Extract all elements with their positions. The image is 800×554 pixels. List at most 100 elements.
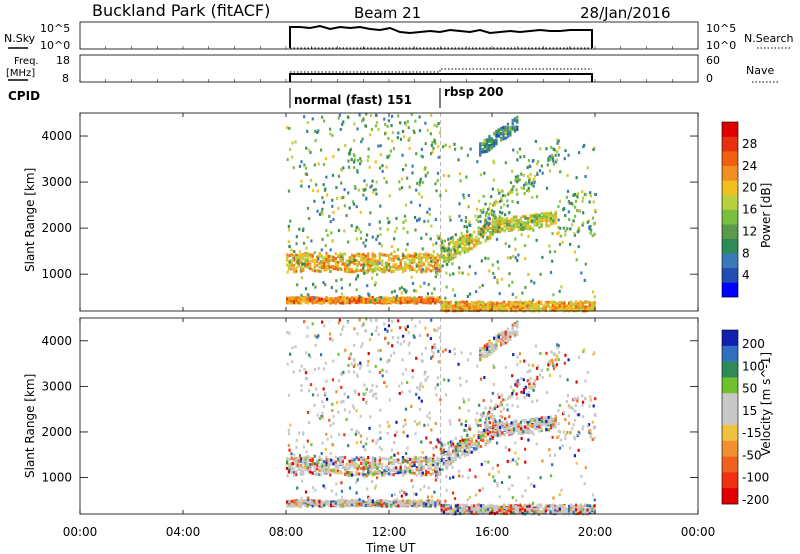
power-cell: [330, 269, 333, 273]
power-cell: [300, 184, 303, 188]
power-cell: [446, 253, 449, 257]
velocity-cells: [286, 317, 598, 516]
power-cell: [525, 189, 529, 193]
velocity-cell: [394, 502, 398, 506]
power-cell: [552, 162, 556, 166]
power-cell: [499, 136, 503, 140]
power-cell: [410, 200, 413, 204]
power-cell: [362, 193, 365, 197]
velocity-cell: [526, 423, 529, 427]
power-cell: [554, 306, 557, 310]
power-cell: [357, 227, 361, 231]
power-cell: [429, 132, 432, 136]
power-cell: [545, 147, 548, 151]
power-cell: [452, 241, 455, 245]
power-cell: [506, 204, 509, 208]
power-cell: [369, 258, 372, 262]
velocity-cell: [390, 472, 393, 476]
power-cell: [496, 278, 499, 282]
power-cell: [370, 276, 374, 280]
velocity-cell: [369, 501, 372, 505]
velocity-cell: [506, 335, 510, 339]
power-cell: [325, 254, 328, 258]
power-cell: [299, 256, 303, 260]
power-cell: [359, 162, 362, 166]
power-cell: [551, 232, 554, 236]
power-cell: [524, 181, 527, 185]
power-cell: [312, 282, 315, 286]
power-cell: [288, 244, 291, 248]
power-cell: [484, 305, 487, 309]
velocity-cell: [498, 431, 502, 435]
power-cell: [411, 254, 414, 258]
power-cell: [408, 266, 412, 270]
power-cell: [392, 298, 395, 302]
power-cell: [297, 256, 300, 260]
power-cell: [584, 262, 587, 266]
power-cell: [573, 232, 576, 236]
power-cell: [343, 297, 347, 301]
velocity-cell: [411, 469, 414, 473]
power-cell: [561, 301, 564, 305]
power-cell: [367, 263, 370, 267]
velocity-cell: [438, 503, 442, 507]
power-cell: [479, 214, 482, 218]
power-cell: [481, 142, 484, 146]
power-cell: [360, 254, 363, 258]
velocity-cell: [376, 504, 379, 508]
power-cell: [355, 288, 358, 292]
power-cell: [531, 214, 534, 218]
power-cell: [447, 259, 451, 263]
power-cell: [481, 147, 484, 151]
velocity-cell: [323, 468, 326, 472]
power-cell: [490, 209, 494, 213]
power-cell: [387, 119, 391, 123]
power-cell: [517, 228, 520, 232]
power-cell: [451, 288, 455, 292]
power-cell: [387, 136, 390, 140]
power-cell: [362, 300, 365, 304]
power-cell: [468, 236, 471, 240]
power-cell: [584, 307, 587, 311]
power-cell: [319, 259, 322, 263]
power-cell: [461, 239, 464, 243]
velocity-cell: [510, 431, 513, 435]
power-cell: [533, 220, 536, 224]
velocity-cell: [313, 472, 317, 476]
power-cell: [484, 239, 487, 243]
power-cell: [404, 203, 408, 207]
power-cell: [319, 269, 322, 273]
power-cell: [430, 259, 433, 263]
power-cell: [434, 182, 437, 186]
power-cell: [549, 222, 553, 226]
velocity-cell: [491, 427, 494, 431]
velocity-cell: [394, 460, 398, 464]
power-cell: [442, 306, 446, 310]
velocity-cell: [456, 455, 459, 459]
velocity-cell: [336, 467, 340, 471]
power-cell: [375, 192, 378, 196]
power-cell: [365, 233, 369, 237]
power-cell: [288, 301, 291, 305]
power-cell: [346, 299, 349, 303]
velocity-cell: [406, 469, 409, 473]
power-cell: [575, 193, 578, 197]
power-cell: [514, 256, 517, 260]
velocity-cell: [316, 499, 319, 503]
velocity-cell: [334, 502, 337, 506]
velocity-cell: [516, 332, 519, 336]
velocity-cell: [290, 470, 293, 474]
velocity-cell: [501, 426, 504, 430]
power-cell: [415, 188, 418, 192]
power-cell: [337, 229, 341, 233]
power-cell: [329, 132, 332, 136]
power-cell: [510, 217, 513, 221]
velocity-cell: [554, 422, 557, 426]
power-cell: [591, 216, 595, 220]
velocity-cell: [297, 461, 300, 465]
power-cell: [425, 252, 428, 256]
power-cell: [372, 269, 375, 273]
power-cell: [483, 171, 486, 175]
velocity-cell: [498, 426, 502, 430]
power-cell: [574, 300, 578, 304]
